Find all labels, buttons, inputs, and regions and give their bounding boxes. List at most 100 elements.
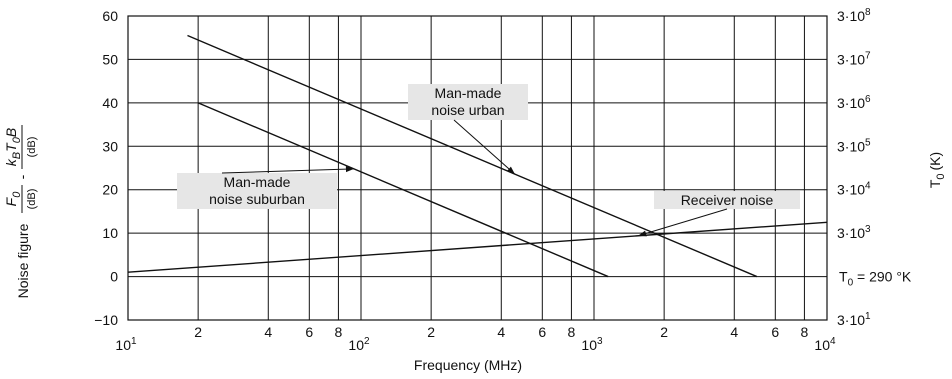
y-axis-dash: - xyxy=(14,174,30,179)
y-axis-kt-numerator: kBT0B xyxy=(3,128,23,166)
x-tick-base: 10 xyxy=(115,337,131,353)
x-minor-tick-label: 8 xyxy=(568,324,576,340)
y2-tick-base: 3·10 xyxy=(837,95,865,111)
y2-t-symbol: T xyxy=(927,179,943,188)
x-minor-tick-label: 2 xyxy=(660,324,668,340)
y-tick-label: 0 xyxy=(110,269,118,285)
b-symbol: B xyxy=(3,128,19,137)
f-symbol: F xyxy=(3,196,19,206)
x-tick-exponent: 1 xyxy=(131,336,137,347)
y2-tick-exponent: 8 xyxy=(865,7,871,18)
y2-tick-label: 3·108 xyxy=(837,7,871,24)
y2-tick-label: 3·101 xyxy=(837,311,871,328)
y2-tick-label: 3·105 xyxy=(837,137,871,154)
y-tick-label: 40 xyxy=(102,95,118,111)
annotation-arrowhead-2 xyxy=(638,230,647,237)
k-subscript: B xyxy=(11,152,23,159)
annotation-arrow-1 xyxy=(221,168,354,174)
y2-tick-label: 3·107 xyxy=(837,50,871,67)
x-minor-tick-label: 4 xyxy=(730,324,738,340)
y2-tick-base: 3·10 xyxy=(837,182,865,198)
x-major-tick-label: 104 xyxy=(814,336,836,353)
y-tick-label: 10 xyxy=(102,225,118,241)
series-layer xyxy=(127,34,828,278)
y2-tick-label: 3·103 xyxy=(837,224,871,241)
x-tick-base: 10 xyxy=(348,337,364,353)
x-minor-tick-label: 8 xyxy=(801,324,809,340)
y-axis-title: Noise figure F0 (dB) - kBT0B (dB) xyxy=(3,125,38,298)
y2-tick-base: 3·10 xyxy=(837,312,865,328)
t-subscript: 0 xyxy=(11,136,23,143)
y2-t-subscript: 0 xyxy=(935,173,947,179)
y-axis-f-denominator: (dB) xyxy=(26,189,38,210)
annotation-arrow-2 xyxy=(638,208,728,237)
y2-tick-exponent: 5 xyxy=(865,137,871,148)
x-minor-tick-label: 4 xyxy=(264,324,272,340)
y2-ref-subscript: 0 xyxy=(848,278,854,289)
annotation-text-1: Man-made xyxy=(224,174,291,190)
annotation-arrow-0 xyxy=(453,119,516,175)
x-minor-tick-label: 6 xyxy=(305,324,313,340)
y-axis-f-numerator: F0 xyxy=(3,191,23,207)
x-minor-tick-label: 6 xyxy=(771,324,779,340)
y2-tick-exponent: 7 xyxy=(865,50,871,61)
x-tick-exponent: 3 xyxy=(597,336,603,347)
x-tick-base: 10 xyxy=(814,337,830,353)
y-tick-label: −10 xyxy=(94,312,118,328)
y2-axis-title-text: T0 (K) xyxy=(927,152,947,188)
x-tick-exponent: 4 xyxy=(830,336,836,347)
f-subscript: 0 xyxy=(11,191,23,198)
y2-tick-base: 3·10 xyxy=(837,138,865,154)
y2-tick-label: 3·104 xyxy=(837,181,871,198)
annotation-box-0 xyxy=(408,84,528,120)
x-major-tick-label: 103 xyxy=(581,336,603,353)
y-tick-label: 20 xyxy=(102,182,118,198)
y2-ref-symbol: T xyxy=(839,269,848,285)
y-tick-label: 60 xyxy=(102,8,118,24)
annotation-box-2 xyxy=(654,191,800,209)
x-minor-tick-label: 8 xyxy=(335,324,343,340)
y2-tick-base: 3·10 xyxy=(837,51,865,67)
y2-tick-exponent: 4 xyxy=(865,181,871,192)
y2-tick-base: 3·10 xyxy=(837,225,865,241)
grid-layer xyxy=(127,15,828,321)
y2-tick-exponent: 6 xyxy=(865,94,871,105)
x-major-tick-label: 101 xyxy=(115,336,137,353)
y2-tick-label: 3·106 xyxy=(837,94,871,111)
x-tick-exponent: 2 xyxy=(364,336,370,347)
series-line-0 xyxy=(187,34,758,278)
x-minor-tick-label: 2 xyxy=(427,324,435,340)
y2-ref-value: = 290 °K xyxy=(853,269,912,285)
y2-tick-exponent: 1 xyxy=(865,311,871,322)
y-axis-kt-denominator: (dB) xyxy=(26,137,38,158)
y-axis-title-prefix: Noise figure xyxy=(15,223,31,298)
y-tick-label: 30 xyxy=(102,138,118,154)
y2-unit: (K) xyxy=(927,152,943,171)
plot-frame xyxy=(127,15,828,321)
k-symbol: k xyxy=(3,158,19,166)
x-axis-title: Frequency (MHz) xyxy=(414,357,522,373)
y-tick-label: 50 xyxy=(102,51,118,67)
x-minor-tick-label: 4 xyxy=(497,324,505,340)
annotation-text-0: Man-made xyxy=(435,85,502,101)
annotation-box-1 xyxy=(177,173,337,209)
t-symbol: T xyxy=(3,142,19,152)
annotation-text-1: noise suburban xyxy=(209,191,305,207)
y2-tick-exponent: 3 xyxy=(865,224,871,235)
x-tick-base: 10 xyxy=(581,337,597,353)
x-major-tick-label: 102 xyxy=(348,336,370,353)
y2-reference-label: T0 = 290 °K xyxy=(839,269,912,289)
annotation-text-2: Receiver noise xyxy=(681,192,774,208)
annotation-arrowhead-1 xyxy=(345,166,354,173)
y2-axis-title: T0 (K) xyxy=(927,152,947,188)
x-minor-tick-label: 6 xyxy=(538,324,546,340)
x-minor-tick-label: 2 xyxy=(194,324,202,340)
series-line-2 xyxy=(127,221,828,273)
annotation-text-0: noise urban xyxy=(431,102,504,118)
y2-tick-base: 3·10 xyxy=(837,8,865,24)
annotation-arrowhead-0 xyxy=(506,166,515,175)
series-line-1 xyxy=(197,102,609,278)
